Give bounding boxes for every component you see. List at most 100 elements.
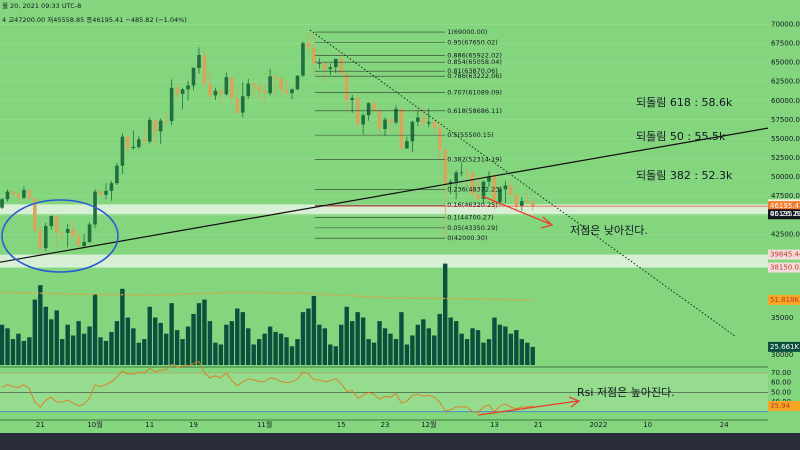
candle-body [394, 108, 398, 123]
candle-body [186, 85, 190, 90]
volume-bar [382, 328, 388, 365]
volume-bar [0, 324, 5, 365]
axis-badge-label: 46195.41 [770, 202, 800, 210]
volume-bar [43, 306, 48, 365]
candle-body [230, 77, 234, 99]
fib-label: 0.5(55500.15) [447, 131, 493, 139]
volume-bar [300, 312, 306, 365]
x-tick-label: 21 [534, 421, 543, 429]
candle-body [22, 190, 26, 198]
volume-bar [432, 335, 437, 365]
candle-body [147, 119, 152, 142]
volume-bar [525, 342, 530, 365]
volume-bar [185, 326, 191, 365]
axis-badge-label: 45135.66 [770, 210, 800, 218]
candle-body [87, 224, 92, 242]
candle-body [312, 47, 316, 64]
volume-bar [202, 299, 207, 365]
volume-bar [470, 328, 475, 365]
candle-body [33, 198, 37, 231]
candle-body [268, 76, 272, 94]
candle-body [213, 90, 218, 96]
axis-badge [768, 294, 800, 305]
candle-body [328, 67, 333, 70]
candle-body [98, 191, 103, 195]
candle-body [43, 225, 48, 249]
volume-bar [377, 321, 382, 365]
volume-ma [2, 291, 533, 301]
candle-body [27, 190, 32, 199]
header-ohlc: 4 고47200.00 저45558.85 종46195.41 −485.82 … [2, 15, 187, 24]
volume-bar [421, 319, 426, 365]
volume-bar [426, 328, 431, 365]
volume-bar [60, 339, 65, 365]
trend-line [0, 127, 769, 263]
volume-bar [38, 285, 43, 365]
rsi-tick-label: 60.00 [771, 379, 791, 387]
candle-body [60, 232, 65, 233]
volume-bar [475, 330, 481, 365]
candle-body [120, 136, 125, 166]
candle-body [76, 236, 81, 246]
volume-bar [5, 328, 10, 365]
candle-body [295, 75, 300, 90]
volume-bar [278, 333, 284, 365]
candle-body [240, 96, 245, 113]
volume-bar [328, 344, 333, 365]
volume-bar [366, 339, 371, 365]
annotation: 되돌림 618 : 58.6k [636, 96, 733, 109]
y-tick-label: 65000.00 [771, 59, 800, 67]
candle-body [514, 195, 519, 207]
x-tick-label: 12월 [421, 420, 436, 429]
volume-bar [339, 324, 344, 365]
axis-badge-label: 25.661K [770, 343, 799, 351]
candle-body [126, 136, 130, 149]
axis-badge [768, 262, 800, 273]
candle-body [377, 110, 382, 130]
candle-body [11, 191, 15, 195]
candle-body [142, 139, 147, 142]
countdown: 06:26:29 [770, 210, 800, 218]
volume-bar [136, 342, 142, 365]
candle-body [246, 83, 251, 97]
volume-bar [65, 324, 70, 365]
candle-body [16, 194, 21, 198]
fib-label: 0.1(44700.27) [447, 214, 493, 222]
bottom-bar [0, 433, 800, 450]
volume-bar [262, 333, 267, 365]
price-band [0, 204, 768, 215]
volume-bar [360, 317, 366, 365]
x-tick-label: 15 [337, 421, 346, 429]
annotation: Rsi 저점은 높아진다. [577, 386, 675, 399]
candle-body [498, 189, 502, 203]
fib-label: 0.382(52314.19) [447, 155, 502, 163]
y-tick-label: 50000.00 [771, 173, 800, 181]
y-tick-label: 60000.00 [771, 97, 800, 105]
x-tick-label: 13 [490, 421, 499, 429]
fib-label: 0(42000.30) [447, 234, 487, 242]
candle-body [503, 185, 508, 190]
volume-bar [114, 321, 120, 365]
volume-bar [514, 330, 519, 365]
candle-body [262, 90, 267, 94]
volume-bar [322, 328, 328, 365]
candle-body [82, 241, 86, 246]
volume-bar [399, 312, 404, 365]
candle-body [525, 201, 530, 203]
candle-body [366, 103, 371, 116]
volume-bar [191, 313, 196, 365]
volume-bar [464, 339, 470, 365]
candle-body [115, 165, 119, 184]
volume-bar [81, 333, 87, 365]
header-date: 월 20, 2021 09:33 UTC-8 [2, 1, 81, 10]
volume-bar [481, 342, 486, 365]
fib-label: 0.236(48372.23) [447, 186, 502, 194]
volume-bar [169, 303, 174, 365]
candle-body [153, 119, 158, 132]
candle-body [290, 89, 294, 94]
candle-body [202, 54, 207, 84]
candle-body [465, 172, 469, 174]
volume-bar [109, 331, 114, 365]
candle-body [476, 194, 480, 199]
y-tick-label: 62500.00 [771, 78, 800, 86]
